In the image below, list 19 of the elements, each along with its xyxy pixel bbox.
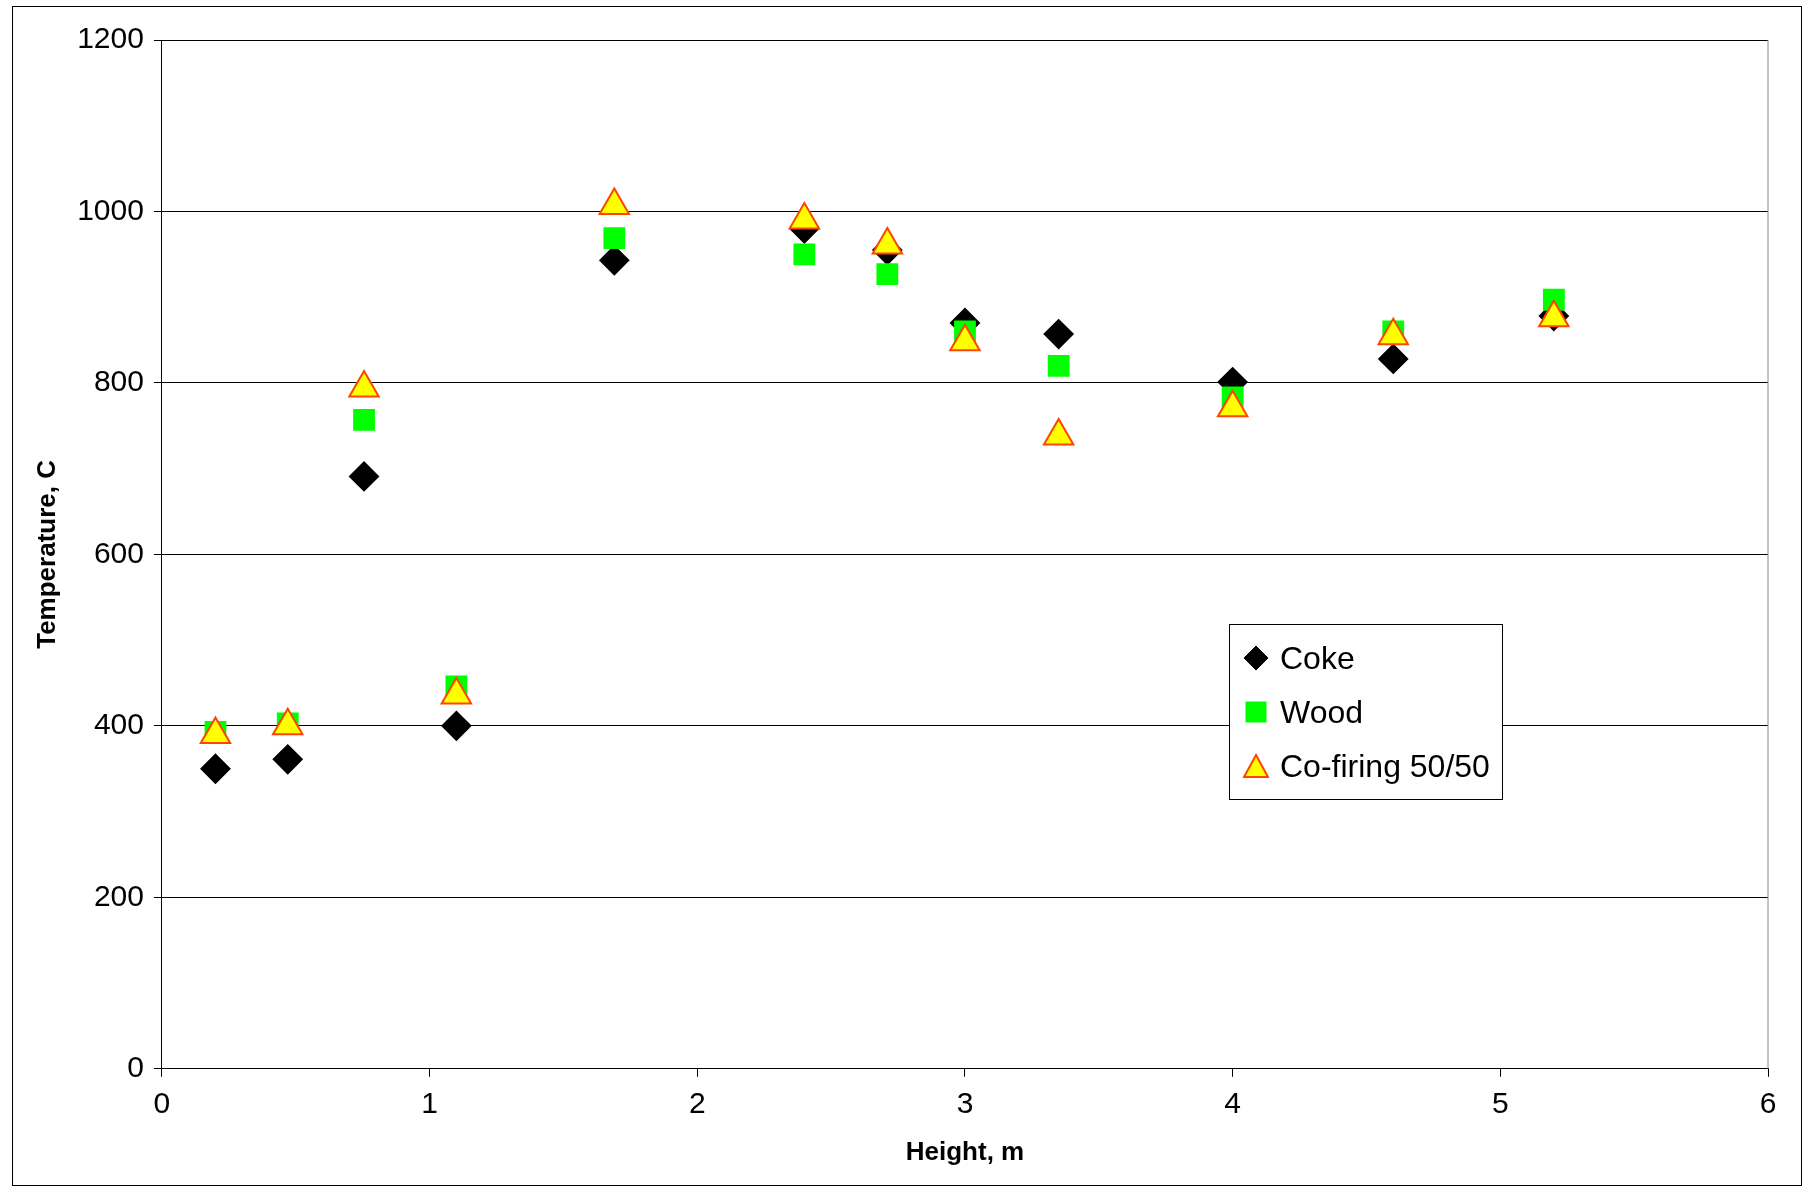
y-axis-title: Temperature, C <box>30 459 61 649</box>
legend-label: Coke <box>1280 639 1355 677</box>
y-tick-label: 400 <box>93 707 144 741</box>
x-tick-label: 2 <box>688 1086 706 1120</box>
y-tick-label: 0 <box>127 1050 144 1084</box>
x-tick-label: 4 <box>1224 1086 1241 1120</box>
x-axis-title: Height, m <box>905 1135 1025 1166</box>
legend-label: Wood <box>1280 693 1364 731</box>
legend-label: Co-firing 50/50 <box>1280 747 1490 785</box>
y-tick-label: 1000 <box>77 192 144 226</box>
x-tick-label: 1 <box>421 1086 438 1120</box>
y-tick-label: 200 <box>93 878 144 912</box>
y-tick-label: 1200 <box>77 21 144 55</box>
x-tick-label: 3 <box>956 1086 974 1120</box>
x-tick-label: 6 <box>1759 1086 1777 1120</box>
y-tick-label: 600 <box>93 535 144 569</box>
x-tick-label: 5 <box>1491 1086 1509 1120</box>
x-tick-label: 0 <box>153 1086 171 1120</box>
y-tick-label: 800 <box>93 364 144 398</box>
